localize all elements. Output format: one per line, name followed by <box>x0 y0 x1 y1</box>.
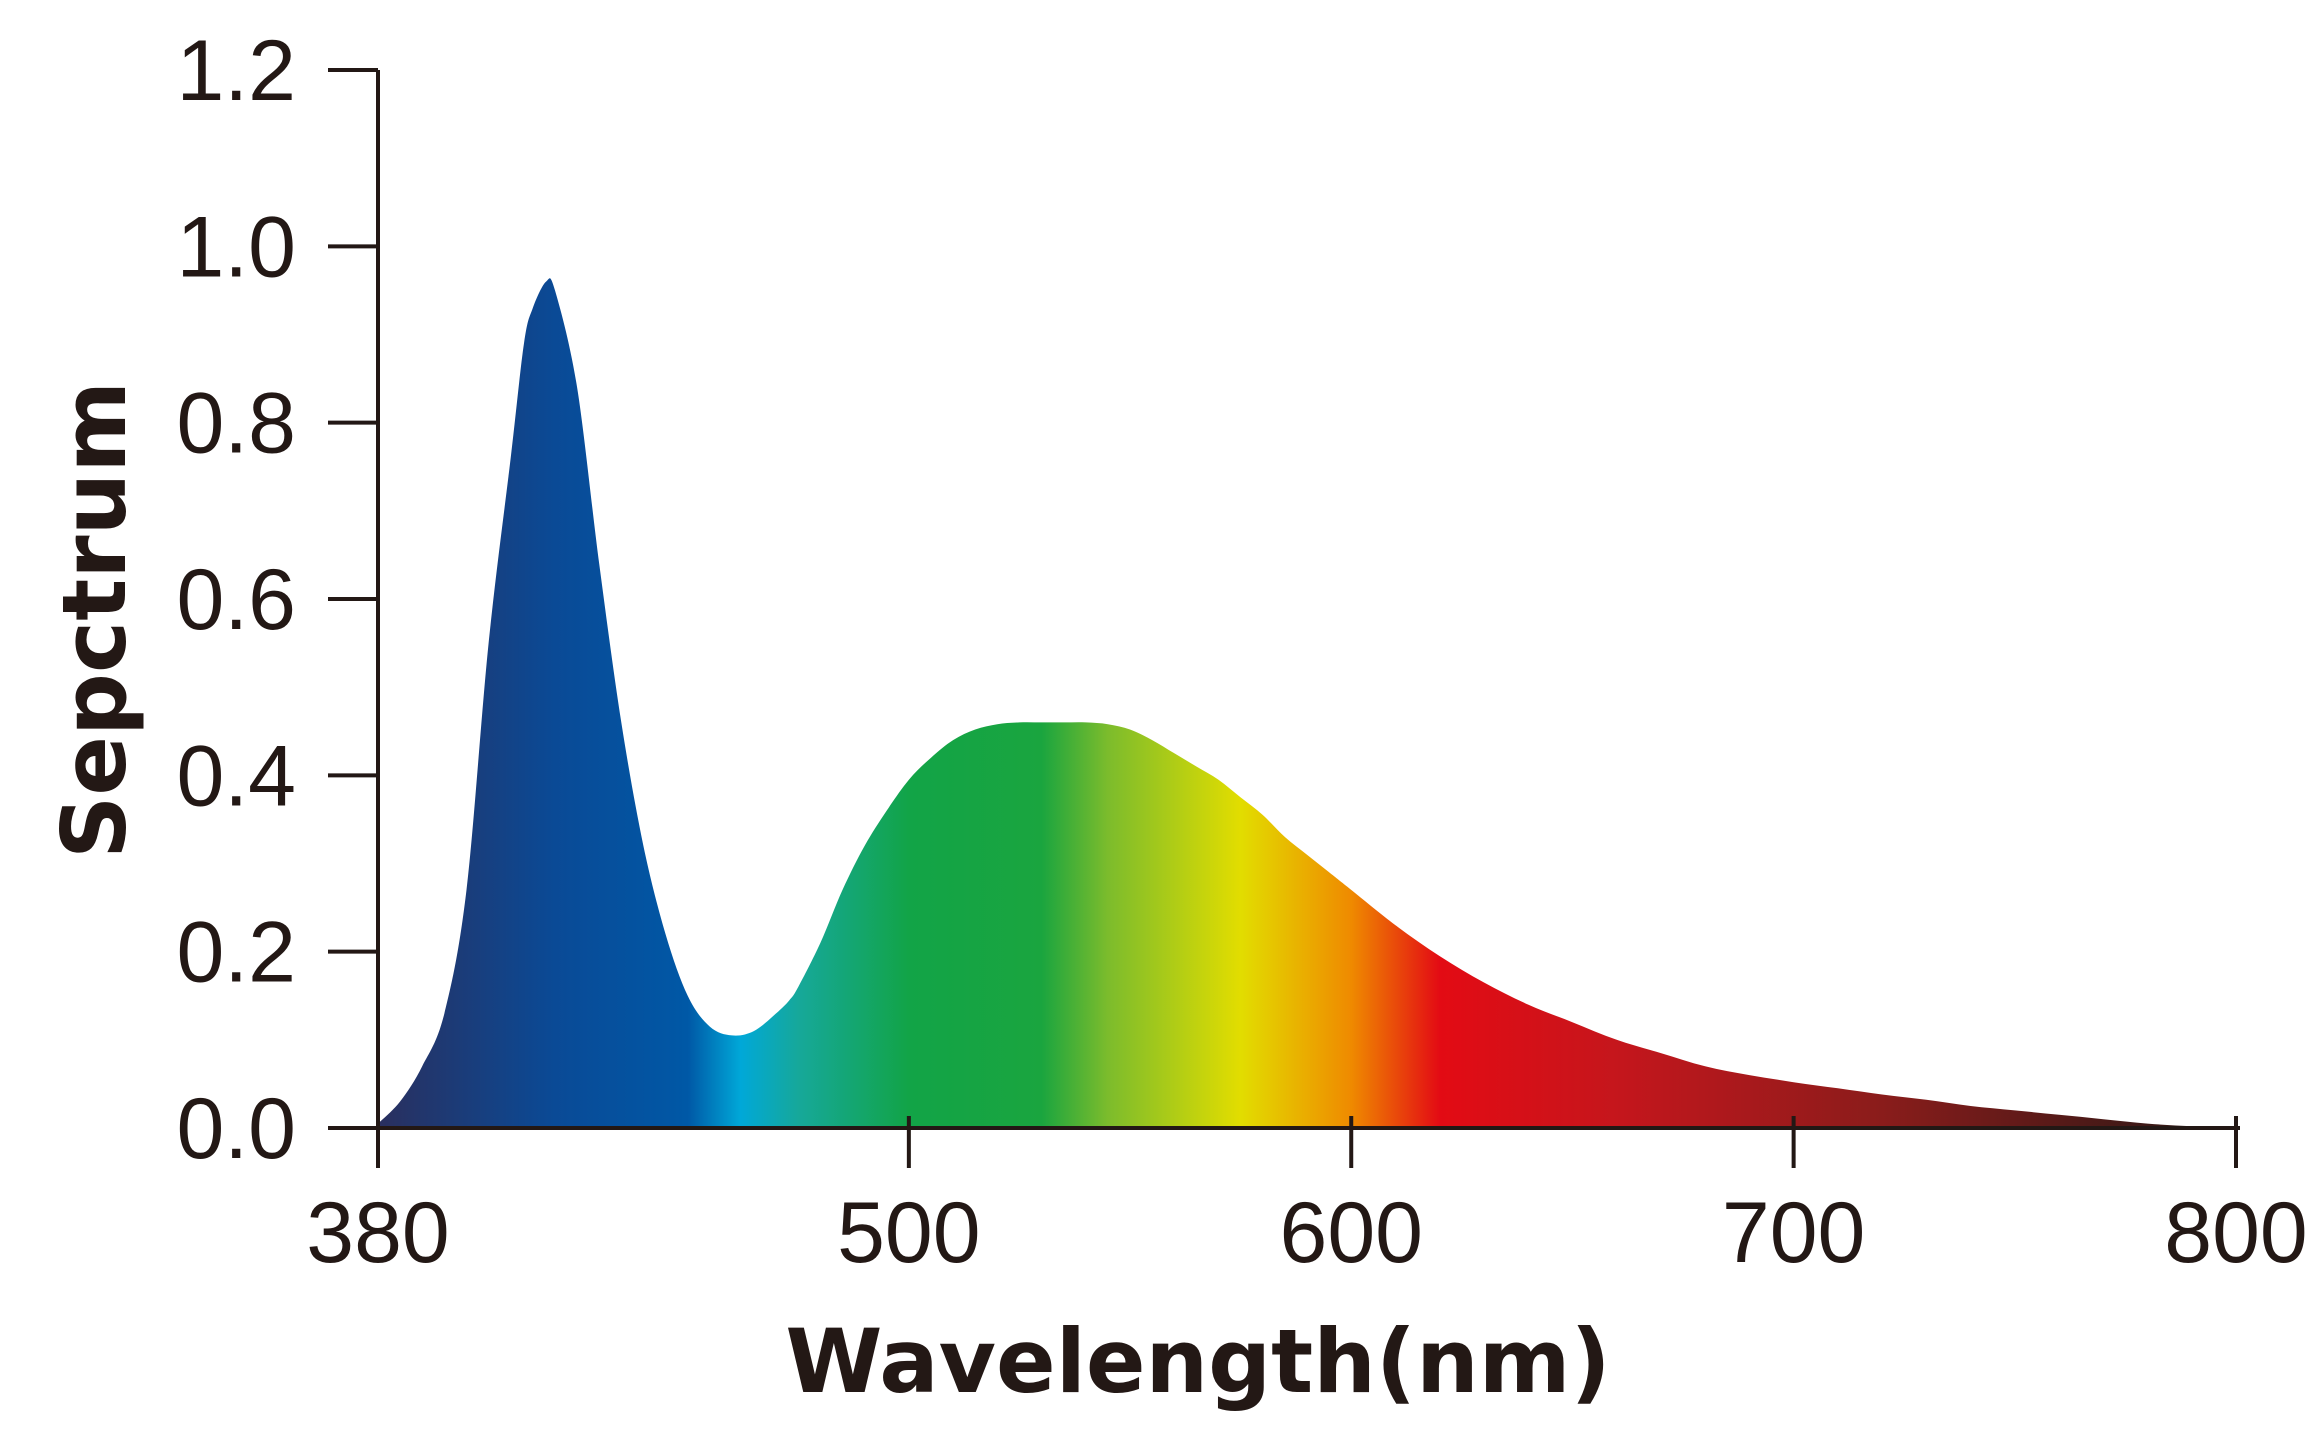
x-ticks: 380 500 600 700 800 <box>306 1116 2308 1281</box>
y-tick-label: 1.2 <box>176 23 296 119</box>
x-tick-label: 600 <box>1279 1185 1423 1281</box>
y-axis-title: Sepctrum <box>43 381 146 859</box>
y-ticks: 0.0 0.2 0.4 0.6 0.8 1.0 1.2 <box>176 23 378 1177</box>
x-tick-label: 700 <box>1722 1185 1866 1281</box>
y-tick-label: 0.6 <box>176 552 296 648</box>
x-tick-label: 500 <box>837 1185 981 1281</box>
y-tick-label: 0.4 <box>176 728 296 824</box>
x-tick-label: 380 <box>306 1185 450 1281</box>
y-tick-label: 0.8 <box>176 376 296 472</box>
spectrum-area <box>378 278 2236 1128</box>
x-tick-label: 800 <box>2164 1185 2308 1281</box>
y-tick-label: 1.0 <box>176 199 296 295</box>
x-axis-title: Wavelength(nm) <box>785 1310 1610 1413</box>
y-tick-label: 0.2 <box>176 905 296 1001</box>
y-tick-label: 0.0 <box>176 1081 296 1177</box>
